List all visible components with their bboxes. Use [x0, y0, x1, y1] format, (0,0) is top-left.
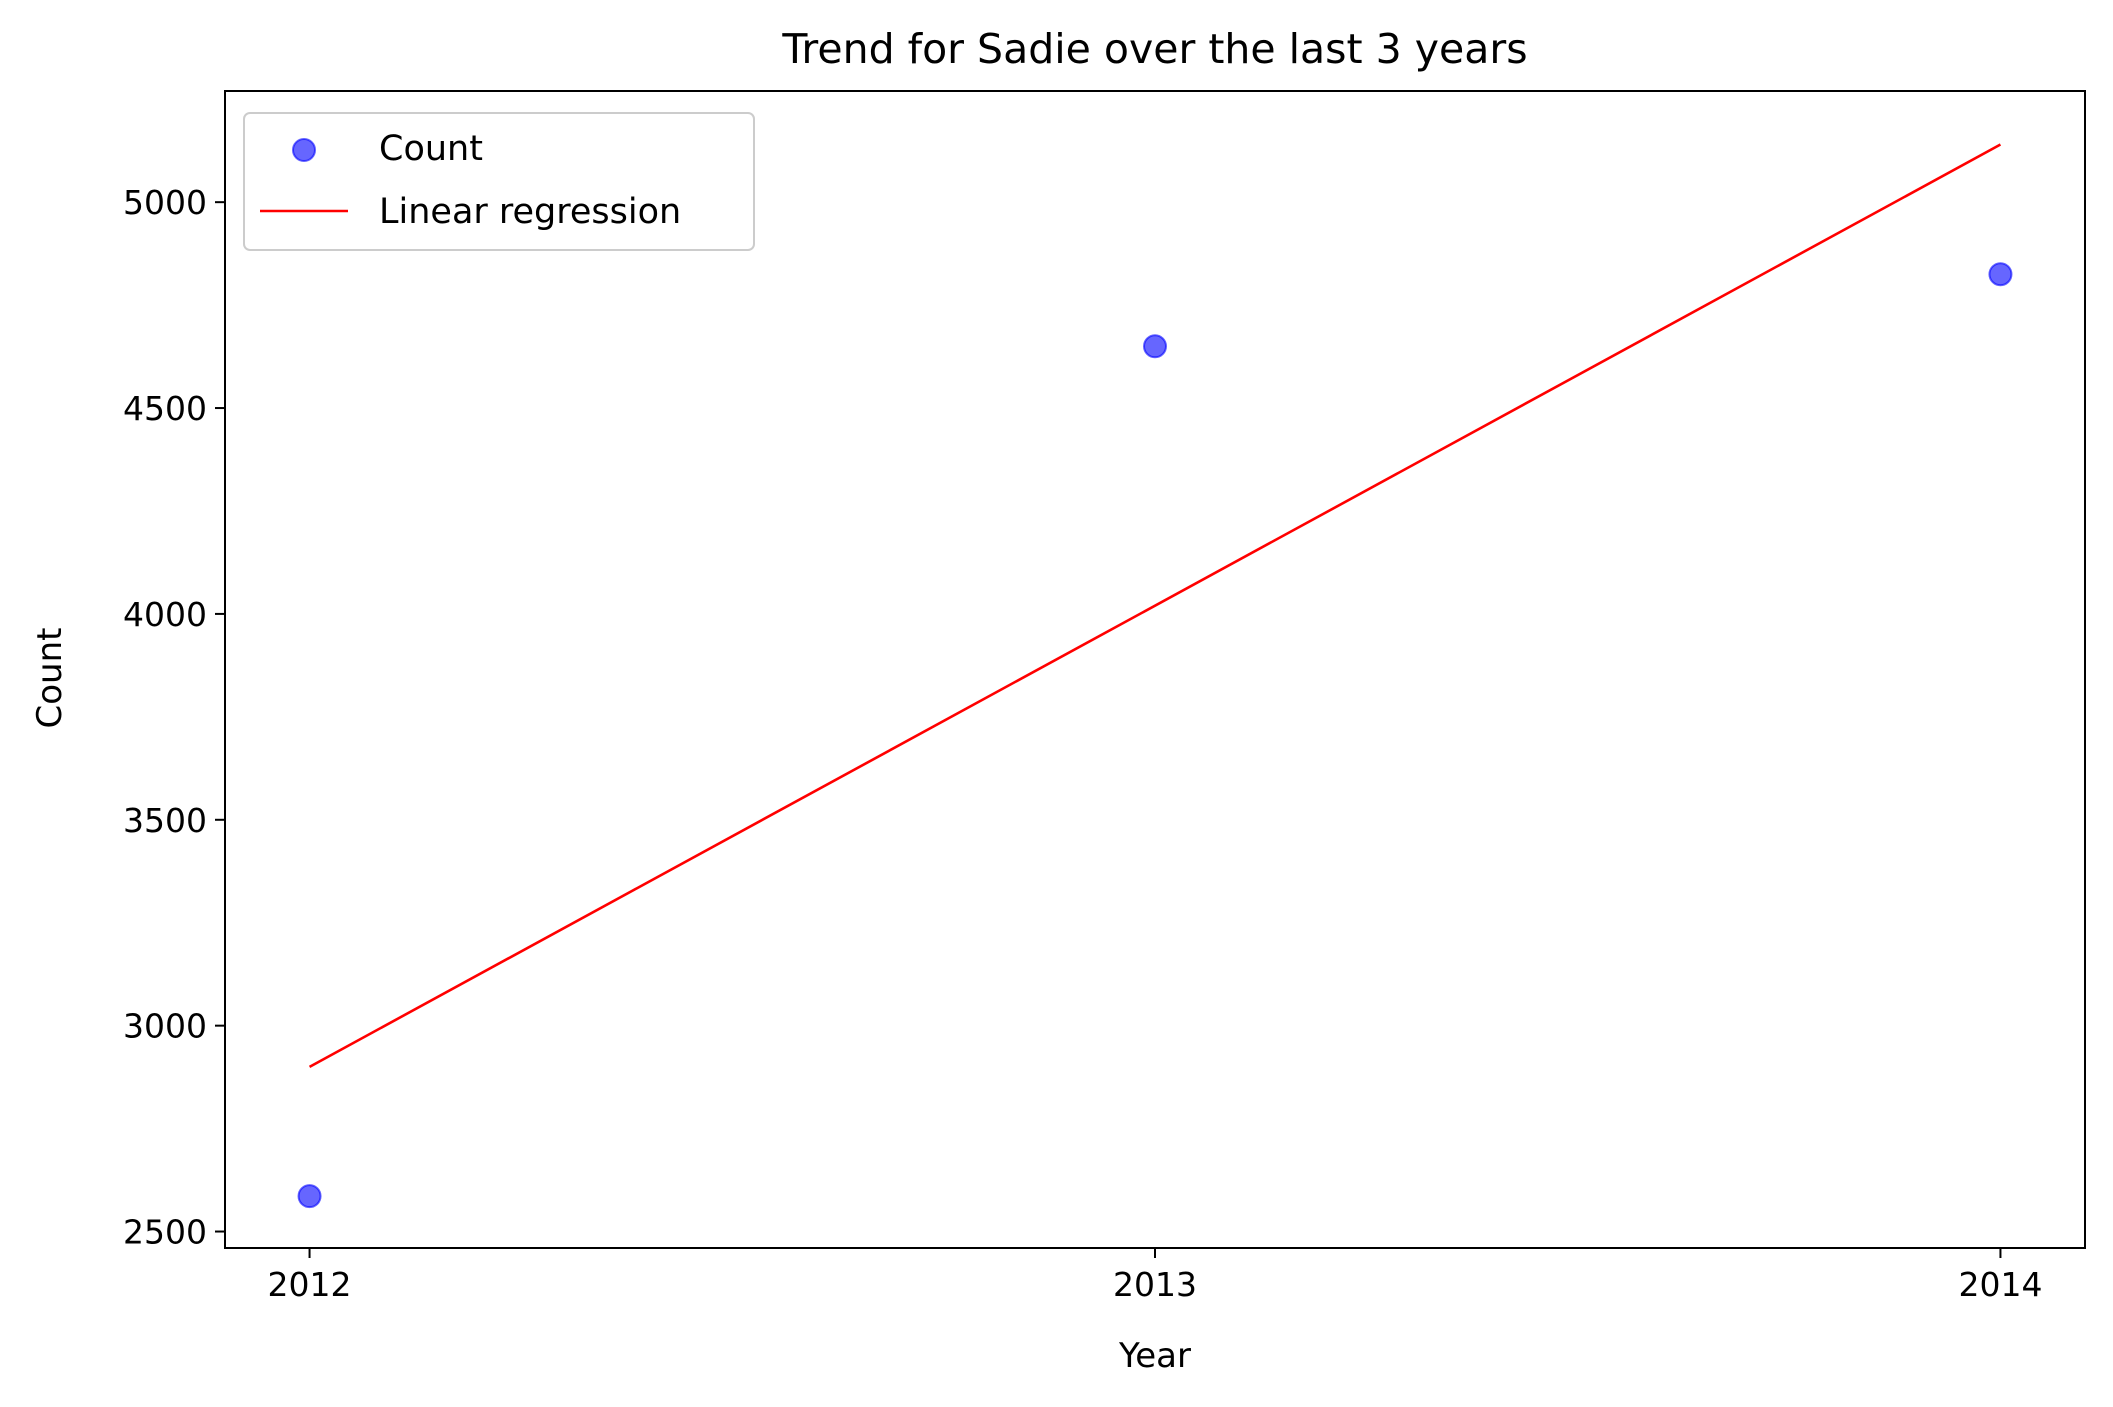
chart-title: Trend for Sadie over the last 3 years	[781, 25, 1527, 73]
x-tick-label: 2014	[1958, 1265, 2042, 1304]
y-tick-label: 4000	[123, 595, 207, 634]
x-axis: 2012 2013 2014	[268, 1248, 2042, 1304]
legend-label-count: Count	[379, 129, 483, 169]
y-tick-label: 3500	[123, 801, 207, 840]
legend-marker-count	[292, 138, 316, 162]
legend-label-linear-regression: Linear regression	[379, 192, 681, 232]
y-axis: 2500 3000 3500 4000 4500 5000	[123, 183, 225, 1252]
scatter-point	[1143, 334, 1167, 359]
regression-line	[308, 143, 2002, 1068]
y-axis-title: Count	[30, 628, 70, 729]
x-axis-title: Year	[1118, 1336, 1191, 1376]
x-tick-label: 2012	[268, 1265, 352, 1304]
y-tick-label: 5000	[123, 183, 207, 222]
y-tick-label: 3000	[123, 1007, 207, 1046]
scatter-point	[1988, 262, 2013, 287]
legend: Count Linear regression	[243, 112, 755, 251]
plot-area	[297, 143, 2013, 1209]
scatter-point	[297, 1184, 322, 1209]
x-tick-label: 2013	[1113, 1265, 1197, 1304]
legend-box	[243, 112, 755, 251]
y-tick-label: 2500	[123, 1213, 207, 1252]
axes-frame	[224, 90, 2086, 1249]
y-tick-label: 4500	[123, 389, 207, 428]
